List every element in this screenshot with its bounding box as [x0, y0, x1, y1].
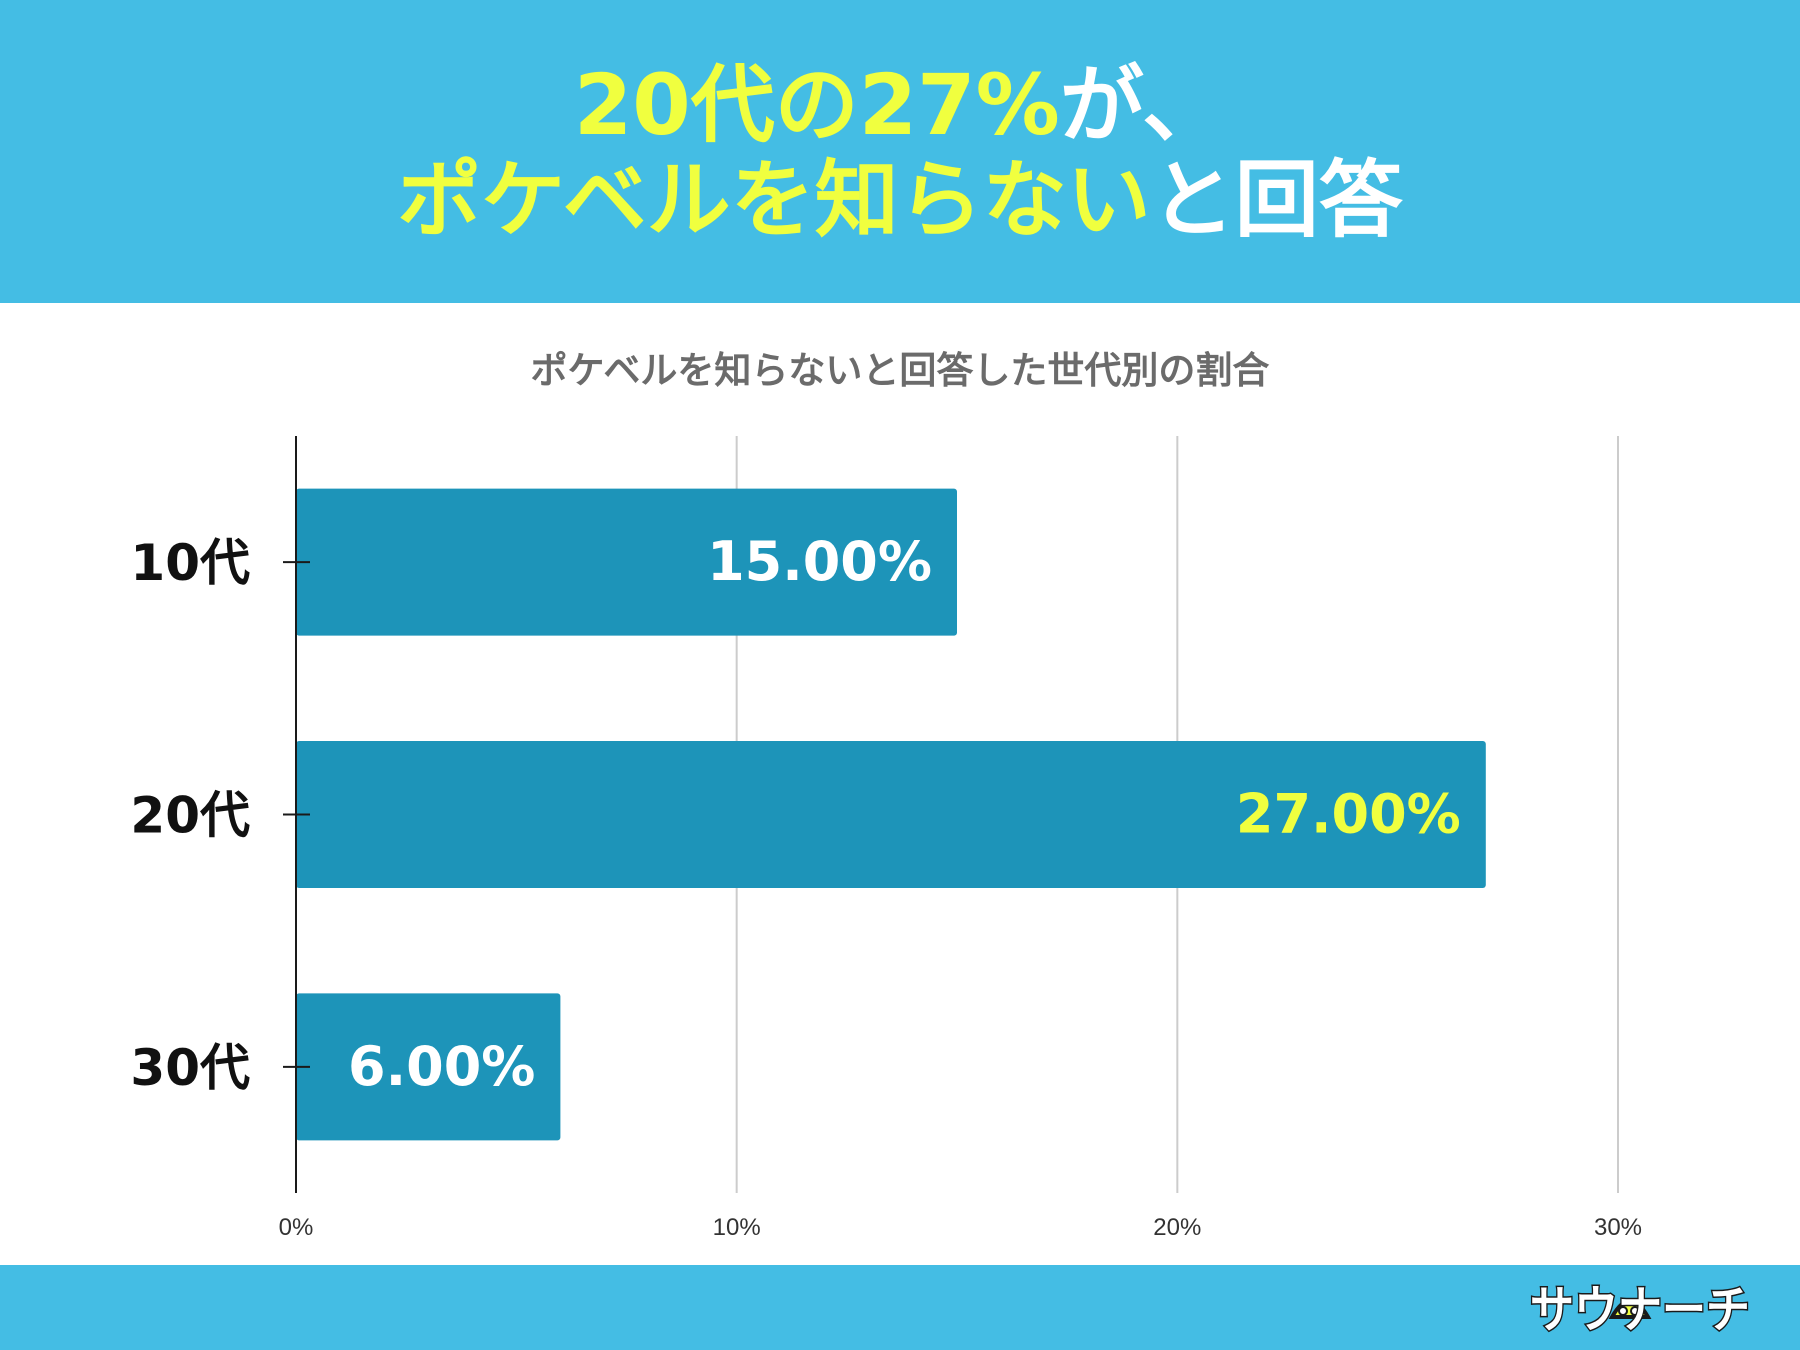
sauna-hat-icon — [1608, 1299, 1652, 1319]
chart-title: ポケベルを知らないと回答した世代別の割合 — [530, 349, 1270, 392]
headline-line-2-highlight: ポケベルを知らない — [397, 151, 1151, 249]
x-tick-label: 30% — [1594, 1214, 1642, 1241]
logo-text: サウナーチ — [1530, 1281, 1750, 1339]
sauna-logo: サウナーチ — [1529, 1280, 1752, 1341]
category-label: 10代 — [130, 534, 250, 592]
headline-line-1-highlight: 20代の27% — [573, 56, 1060, 154]
headline-line-1-rest: が、 — [1059, 56, 1227, 154]
bar-data-label: 15.00% — [707, 530, 932, 593]
bar-data-label: 27.00% — [1236, 783, 1461, 846]
footer-banner — [0, 1265, 1800, 1350]
bar-data-label: 6.00% — [348, 1035, 535, 1098]
category-label: 20代 — [130, 787, 250, 845]
bar — [296, 488, 957, 636]
bar — [296, 741, 1486, 888]
headline-line-1: 20代の27%が、 — [0, 55, 1800, 155]
x-tick-label: 20% — [1153, 1214, 1201, 1241]
x-tick-label: 10% — [713, 1214, 761, 1241]
bar — [296, 993, 561, 1141]
headline-line-2: ポケベルを知らないと回答 — [0, 150, 1800, 250]
headline-line-2-rest: と回答 — [1150, 151, 1403, 249]
category-label: 30代 — [130, 1039, 250, 1097]
x-tick-label: 0% — [279, 1214, 314, 1241]
header-banner: 20代の27%が、 ポケベルを知らないと回答 — [0, 0, 1800, 303]
bar-chart: 0% 10% 20% 30% 15.00% 10代 27.00% 20代 6.00% 30代 — [130, 436, 1642, 1241]
